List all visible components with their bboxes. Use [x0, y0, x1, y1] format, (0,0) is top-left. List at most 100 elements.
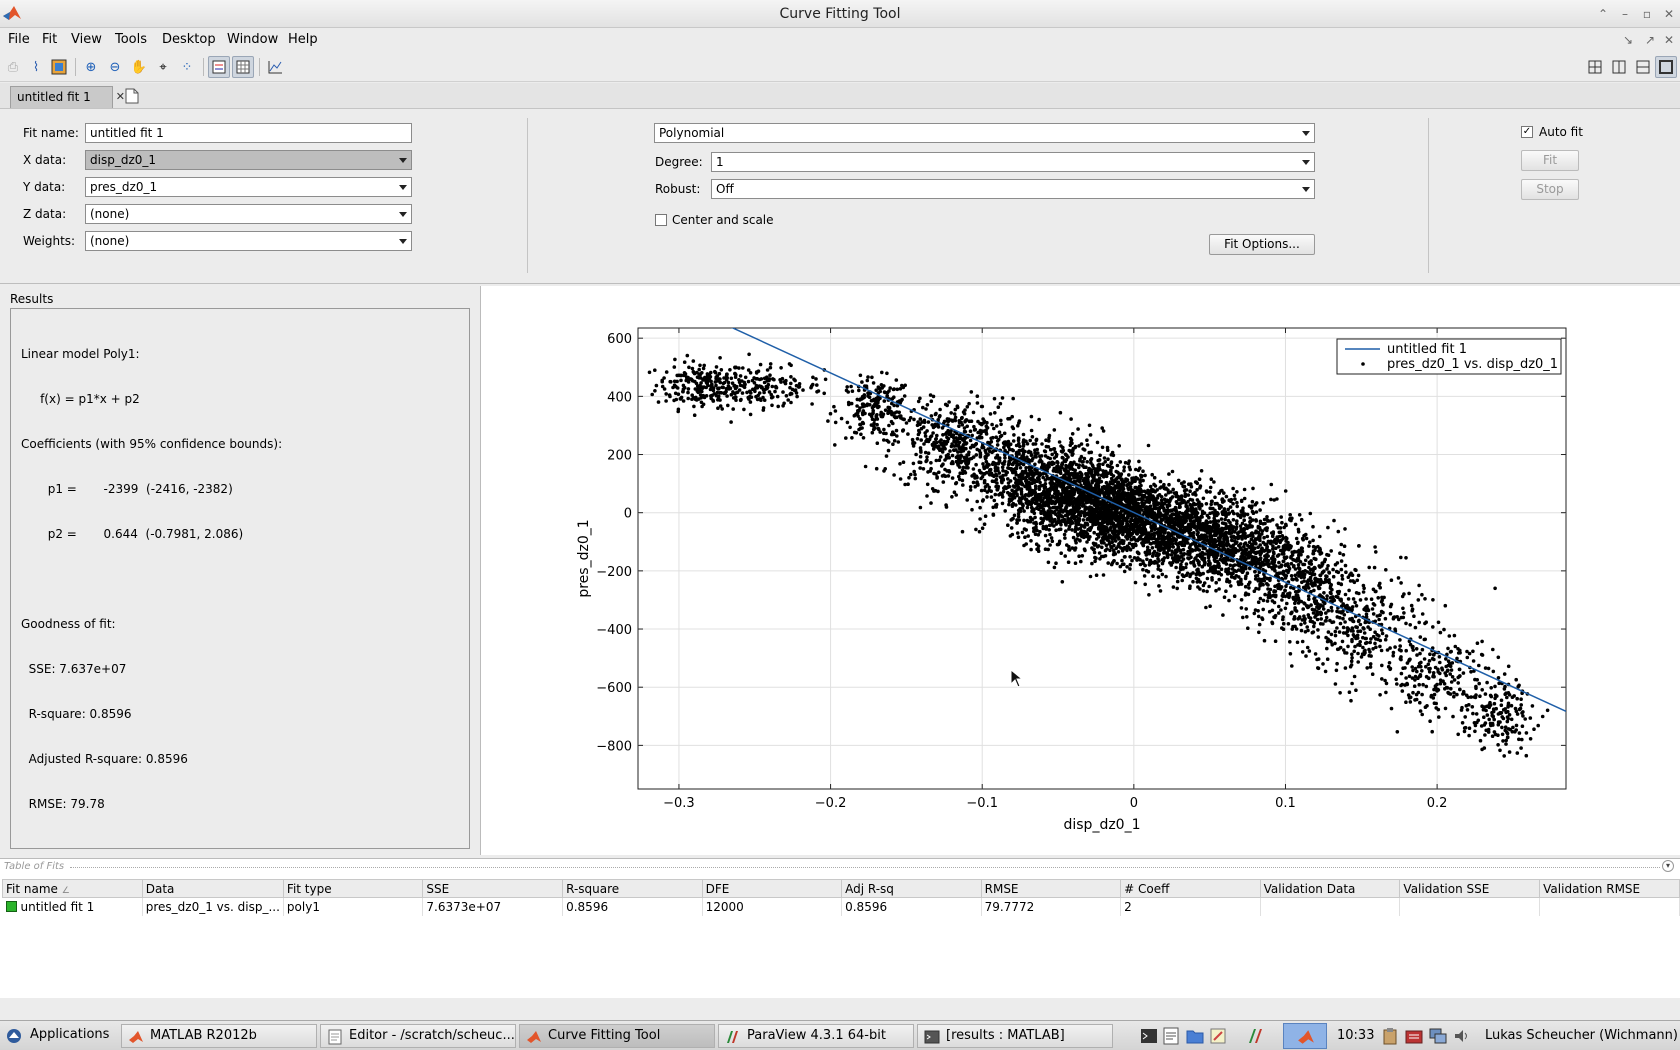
data-point [1135, 532, 1139, 536]
data-point [885, 390, 890, 395]
data-point [1208, 568, 1212, 572]
data-point [1063, 554, 1067, 558]
data-point [1071, 452, 1075, 456]
fit-options-button[interactable]: Fit Options... [1209, 234, 1315, 255]
data-point [1234, 527, 1238, 531]
data-point [1114, 546, 1119, 551]
data-point [754, 394, 758, 399]
fit-button[interactable]: Fit [1521, 150, 1579, 171]
tile-columns-icon[interactable] [1608, 56, 1630, 78]
close-tab-icon[interactable]: ✕ [115, 90, 125, 103]
data-point [1189, 484, 1194, 489]
data-point [1007, 456, 1012, 460]
menu-desktop[interactable]: Desktop [162, 32, 216, 47]
data-point [1111, 552, 1116, 557]
degree-select[interactable]: 1 [711, 152, 1315, 172]
menu-fit[interactable]: Fit [42, 32, 58, 47]
data-point [1160, 534, 1165, 539]
data-point [1117, 542, 1121, 546]
data-point [1117, 495, 1121, 499]
dock-icon[interactable]: ↗ [1644, 33, 1656, 47]
data-point [910, 437, 915, 442]
data-point [1087, 450, 1091, 455]
data-point [968, 488, 973, 492]
maximize-button[interactable]: ▫ [1642, 7, 1652, 21]
data-point [1168, 497, 1173, 501]
close-document-button[interactable]: ✕ [1663, 33, 1675, 47]
data-point [1141, 478, 1145, 483]
y-tick-label: −200 [596, 565, 632, 580]
data-point [1044, 438, 1048, 442]
robust-value: Off [716, 182, 734, 196]
x-data-select[interactable]: disp_dz0_1 [85, 150, 412, 170]
data-point [1230, 575, 1234, 579]
data-point [1152, 511, 1157, 515]
zoom-out-icon[interactable]: ⊖ [109, 59, 121, 75]
fit-type-select[interactable]: Polynomial [654, 123, 1315, 143]
tile-2x2-icon[interactable] [1584, 56, 1606, 78]
data-point [1061, 456, 1065, 460]
fit-name-field[interactable]: untitled fit 1 [85, 123, 412, 143]
data-point [737, 366, 741, 370]
print-icon[interactable]: ⎙ [7, 59, 19, 75]
exclude-outliers-icon[interactable]: ⁘ [181, 59, 193, 75]
data-point [1053, 501, 1057, 506]
data-point [1050, 475, 1055, 480]
data-point [1091, 478, 1096, 482]
data-point [918, 466, 922, 470]
fit-plot[interactable]: −0.3 −0.2 −0.1 0 0.1 0.26004002000−200−400−60… [481, 286, 1680, 855]
grid-toggle-icon[interactable] [232, 56, 254, 78]
y-data-select[interactable]: pres_dz0_1 [85, 177, 412, 197]
data-point [1204, 502, 1209, 506]
data-point [1124, 503, 1129, 508]
data-point [1019, 487, 1024, 491]
data-point [1008, 479, 1013, 483]
pan-icon[interactable]: ✋ [130, 59, 148, 75]
menu-file[interactable]: File [8, 32, 30, 47]
data-point [769, 392, 773, 397]
auto-fit-checkbox[interactable]: ✓ [1521, 126, 1533, 138]
surface-plot-icon[interactable] [48, 56, 70, 78]
data-point [1103, 501, 1108, 505]
legend-toggle-icon[interactable] [208, 56, 230, 78]
data-point [986, 453, 990, 457]
data-point [789, 363, 793, 368]
minimize-button[interactable]: – [1622, 7, 1628, 21]
data-cursor-icon[interactable]: ⌖ [159, 59, 167, 75]
data-point [1147, 593, 1151, 597]
zoom-in-icon[interactable]: ⊕ [85, 59, 97, 75]
data-point [1143, 563, 1147, 568]
axes-limits-icon[interactable] [264, 56, 286, 78]
data-point [1173, 520, 1177, 525]
data-point [1079, 533, 1084, 538]
new-fit-icon[interactable] [125, 88, 139, 104]
close-button[interactable]: ✕ [1663, 7, 1675, 21]
center-scale-checkbox[interactable] [655, 214, 667, 226]
weights-select[interactable]: (none) [85, 231, 412, 251]
data-point [1077, 554, 1081, 558]
menu-tools[interactable]: Tools [115, 32, 148, 47]
tile-rows-icon[interactable] [1632, 56, 1654, 78]
plot-fit-icon[interactable]: ⌇ [32, 59, 40, 75]
maximize-document-icon[interactable] [1655, 56, 1677, 78]
tab-untitled-fit-1[interactable]: untitled fit 1 ✕ [10, 86, 125, 108]
stop-button[interactable]: Stop [1521, 179, 1579, 200]
data-point [1120, 562, 1125, 567]
data-point [969, 456, 974, 461]
data-point [690, 366, 695, 371]
window-up-icon[interactable]: ⌃ [1597, 7, 1609, 21]
data-point [1131, 505, 1135, 509]
menu-help[interactable]: Help [288, 32, 318, 47]
data-point [1171, 487, 1175, 492]
data-point [964, 442, 968, 446]
data-point [1265, 515, 1269, 519]
data-point [1113, 484, 1118, 488]
z-data-select[interactable]: (none) [85, 204, 412, 224]
menu-window[interactable]: Window [227, 32, 279, 47]
data-point [1046, 455, 1050, 460]
menu-view[interactable]: View [71, 32, 102, 47]
data-point [1193, 502, 1198, 507]
robust-select[interactable]: Off [711, 179, 1315, 199]
undock-icon[interactable]: ↘ [1622, 33, 1634, 47]
data-point [1154, 506, 1158, 510]
